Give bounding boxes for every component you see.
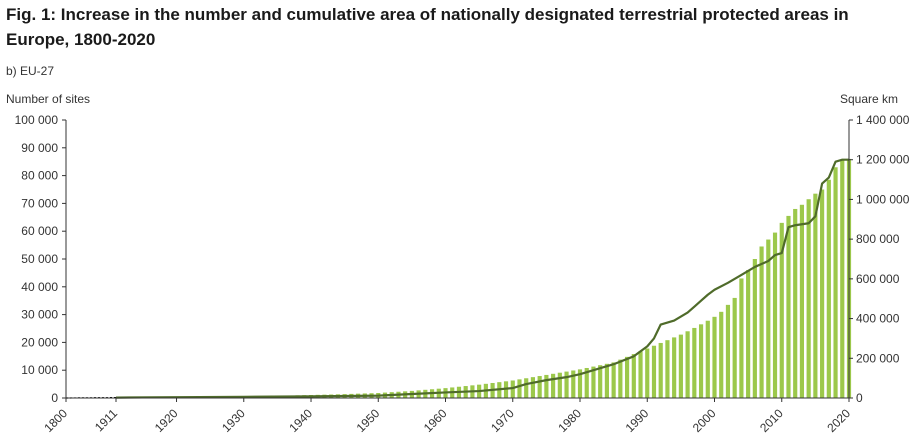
x-tick-label: 2010: [757, 406, 786, 435]
bar-1991: [651, 345, 657, 398]
y-left-tick-label: 40 000: [21, 280, 58, 294]
bar-1983: [598, 365, 603, 398]
y-right-tick-label: 600 000: [856, 272, 900, 286]
x-tick-label: 1930: [219, 406, 248, 435]
bar-2009: [772, 232, 778, 398]
bar-2007: [759, 246, 764, 398]
bar-2011: [786, 215, 791, 398]
x-tick-label: 1800: [41, 406, 70, 435]
bar-1979: [571, 370, 576, 398]
bar-1972: [524, 378, 529, 398]
x-tick-label: 1980: [555, 406, 584, 435]
bar-2014: [806, 199, 811, 398]
bar-1984: [604, 363, 609, 398]
y-right-tick-label: 1 200 000: [856, 153, 910, 167]
y-axis-left-title: Number of sites: [6, 92, 91, 106]
bar-1988: [631, 354, 636, 398]
y-left-tick-label: 50 000: [21, 252, 58, 266]
bar-2010: [779, 222, 784, 398]
x-tick-label: 1970: [488, 406, 517, 435]
bar-1987: [625, 356, 630, 398]
bar-1998: [698, 324, 704, 398]
bar-1999: [705, 320, 710, 398]
bar-1993: [665, 340, 670, 398]
bar-2006: [752, 259, 757, 398]
y-left-tick-label: 10 000: [21, 363, 58, 377]
bar-2004: [739, 278, 744, 398]
bar-2000: [712, 316, 717, 398]
x-tick-label: 1940: [286, 406, 315, 435]
bar-1975: [544, 374, 549, 398]
bar-2016: [820, 189, 825, 398]
bar-1981: [584, 367, 589, 398]
y-left-tick-label: 20 000: [21, 335, 58, 349]
bar-1986: [618, 359, 623, 398]
chart-subtitle: b) EU-27: [6, 64, 55, 78]
bar-series: [113, 158, 852, 399]
bar-1990: [645, 348, 650, 398]
x-tick-label: 2020: [824, 406, 853, 435]
y-right-tick-label: 0: [856, 391, 863, 405]
area-line: [115, 158, 849, 399]
bar-1994: [672, 337, 677, 398]
bar-1973: [530, 377, 536, 398]
bar-1978: [564, 371, 569, 398]
bar-1982: [591, 366, 596, 398]
y-right-tick-label: 200 000: [856, 351, 900, 365]
y-right-tick-label: 1 400 000: [856, 113, 910, 127]
bar-1996: [685, 331, 690, 398]
bar-2002: [725, 304, 731, 398]
bar-2003: [732, 297, 737, 398]
bar-1971: [517, 379, 522, 398]
y-left-tick-label: 90 000: [21, 141, 58, 155]
y-right-tick-label: 800 000: [856, 232, 900, 246]
y-left-tick-label: 80 000: [21, 169, 58, 183]
bar-2012: [793, 208, 798, 398]
y-left-tick-label: 100 000: [15, 113, 59, 127]
bar-1995: [678, 334, 683, 398]
bar-2018: [833, 167, 838, 398]
x-tick-label: 1960: [421, 406, 450, 435]
y-left-tick-label: 60 000: [21, 224, 58, 238]
chart-title: Fig. 1: Increase in the number and cumul…: [6, 5, 849, 49]
y-left-tick-label: 70 000: [21, 196, 58, 210]
bar-1976: [551, 373, 556, 398]
bar-2008: [766, 239, 771, 398]
bar-1992: [658, 342, 663, 398]
bar-2017: [826, 179, 831, 398]
bar-1997: [692, 327, 697, 398]
bar-1974: [537, 376, 542, 398]
bar-2015: [813, 193, 818, 398]
bar-2013: [799, 204, 805, 398]
y-left-tick-label: 0: [51, 391, 58, 405]
bar-2005: [746, 270, 751, 398]
y-axis-right-title: Square km: [840, 92, 899, 106]
line-series: [65, 158, 849, 399]
y-right-tick-label: 400 000: [856, 312, 900, 326]
x-tick-label: 1920: [152, 406, 181, 435]
bar-2001: [719, 311, 724, 398]
bar-1977: [557, 372, 562, 398]
y-right-tick-label: 1 000 000: [856, 192, 910, 206]
y-left-tick-label: 30 000: [21, 308, 58, 322]
bar-1970: [510, 380, 515, 398]
bar-2019: [840, 160, 845, 398]
x-tick-label: 1990: [623, 406, 652, 435]
x-tick-label: 1911: [92, 406, 120, 434]
bar-1989: [638, 351, 643, 398]
x-tick-label: 2000: [690, 406, 719, 435]
bar-1980: [577, 369, 583, 398]
bar-1985: [611, 362, 616, 398]
x-tick-label: 1950: [354, 406, 383, 435]
